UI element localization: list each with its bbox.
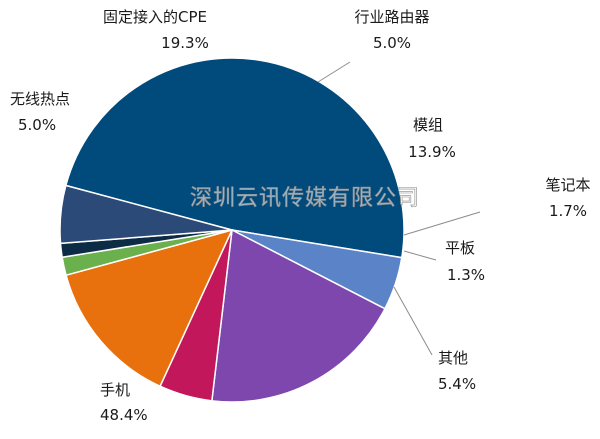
pie-slice <box>65 228 234 388</box>
slice-category-label: 无线热点 <box>10 90 70 108</box>
leader-line <box>393 286 433 356</box>
slice-category-label: 其他 <box>438 349 468 367</box>
slice-category-label: 固定接入的CPE <box>103 8 207 26</box>
slice-value-label: 19.3% <box>161 34 209 52</box>
leader-line <box>317 61 351 83</box>
slice-category-label: 平板 <box>445 239 475 257</box>
slices-layer <box>59 57 405 403</box>
slice-value-label: 48.4% <box>100 406 148 424</box>
watermark-text: 深圳云讯传媒有限公司 <box>190 186 420 211</box>
leader-line <box>403 250 437 261</box>
slice-category-label: 模组 <box>413 116 443 134</box>
data-labels: 手机 48.4% 无线热点 5.0% 固定接入的CPE 19.3% 行业路由器 5.0% 模组 1… <box>10 8 591 424</box>
slice-value-label: 13.9% <box>408 143 456 161</box>
slice-category-label: 行业路由器 <box>354 8 429 26</box>
slice-value-label: 1.7% <box>549 202 587 220</box>
slice-value-label: 1.3% <box>447 266 485 284</box>
slice-value-label: 5.0% <box>373 34 411 52</box>
leader-line <box>403 211 481 236</box>
slice-category-label: 笔记本 <box>545 176 590 194</box>
slice-value-label: 5.0% <box>18 116 56 134</box>
pie-slice <box>59 184 233 245</box>
slice-value-label: 5.4% <box>438 375 476 393</box>
slice-category-label: 手机 <box>100 381 130 399</box>
leader-lines <box>317 61 481 356</box>
pie-slice <box>211 228 386 403</box>
